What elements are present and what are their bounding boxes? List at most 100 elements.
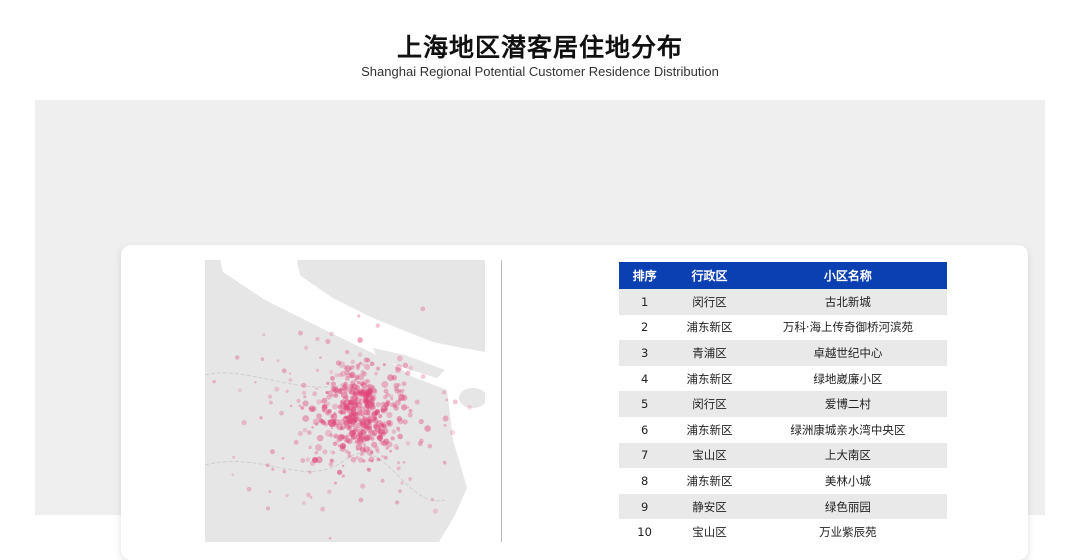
- customer-dot: [357, 314, 361, 318]
- customer-dot: [353, 388, 361, 396]
- customer-dot: [330, 426, 334, 430]
- customer-dot: [360, 424, 367, 431]
- customer-dot: [338, 419, 345, 426]
- customer-dot: [401, 381, 407, 387]
- customer-dot: [357, 457, 364, 463]
- customer-dot: [366, 389, 372, 396]
- customer-dot: [358, 420, 362, 425]
- customer-dot: [396, 461, 401, 465]
- customer-dot: [329, 331, 334, 337]
- customer-dot: [367, 459, 371, 462]
- customer-dot: [326, 394, 332, 400]
- table-row: 5 闵行区 爱博二村: [619, 391, 947, 417]
- customer-dot: [377, 429, 382, 434]
- customer-dot: [366, 427, 373, 433]
- cell-community: 上大南区: [748, 442, 947, 469]
- customer-dot: [329, 458, 334, 463]
- customer-dot: [382, 363, 386, 367]
- customer-dot: [381, 431, 386, 437]
- customer-dot: [362, 445, 370, 453]
- customer-dot: [305, 457, 311, 462]
- customer-dot: [354, 374, 360, 380]
- customer-dot: [365, 401, 369, 405]
- customer-dot: [408, 365, 414, 371]
- customer-dot: [362, 436, 367, 441]
- customer-dot: [359, 380, 365, 387]
- customer-dot: [360, 420, 368, 428]
- customer-dot: [371, 385, 375, 389]
- customer-dot: [282, 469, 287, 474]
- customer-dot: [356, 437, 364, 445]
- customer-dot: [380, 478, 385, 483]
- customer-dot: [370, 416, 376, 422]
- customer-dot: [370, 401, 376, 407]
- customer-dot: [276, 359, 280, 363]
- customer-dot: [366, 438, 370, 442]
- customer-dot: [338, 387, 343, 392]
- customer-dot: [380, 408, 386, 413]
- cell-district: 浦东新区: [686, 473, 733, 488]
- customer-dot: [364, 423, 370, 430]
- customer-dot: [369, 403, 375, 410]
- customer-dot: [353, 426, 359, 432]
- customer-dot: [387, 423, 392, 427]
- customer-dot: [360, 429, 367, 436]
- customer-dot: [406, 406, 410, 409]
- customer-dot: [325, 390, 329, 395]
- customer-dot: [343, 415, 348, 420]
- customer-dot: [375, 448, 380, 454]
- customer-dot: [401, 394, 408, 401]
- customer-dot: [369, 388, 374, 393]
- customer-dot: [353, 394, 358, 400]
- customer-dot: [320, 400, 324, 404]
- customer-dot: [366, 358, 371, 363]
- chongming-island: [297, 260, 467, 348]
- customer-dot: [381, 381, 389, 388]
- customer-dot: [371, 410, 378, 416]
- customer-dot: [267, 394, 273, 399]
- customer-dot: [362, 459, 366, 463]
- customer-dot: [337, 469, 343, 475]
- customer-dot: [349, 389, 356, 396]
- customer-dot: [312, 457, 318, 463]
- customer-dot: [351, 394, 358, 401]
- customer-dot: [344, 370, 350, 376]
- customer-dot: [231, 473, 235, 476]
- customer-dot: [312, 418, 320, 425]
- customer-dot: [381, 440, 388, 447]
- customer-dot: [378, 430, 383, 436]
- customer-dot: [336, 469, 343, 475]
- customer-dot: [357, 352, 363, 357]
- customer-dot: [397, 383, 401, 387]
- customer-dot: [398, 389, 402, 393]
- customer-dot: [390, 402, 395, 408]
- customer-dot: [350, 435, 356, 440]
- customer-dot: [367, 388, 374, 394]
- customer-dot: [343, 425, 347, 429]
- customer-dot: [364, 403, 370, 409]
- customer-dot: [383, 455, 388, 460]
- customer-dot: [371, 429, 378, 436]
- customer-dot: [362, 379, 369, 385]
- customer-dot: [362, 409, 369, 416]
- customer-dot: [367, 398, 374, 405]
- customer-dot: [337, 434, 344, 442]
- customer-dot: [347, 426, 353, 431]
- customer-dot: [370, 394, 377, 402]
- customer-dot: [343, 421, 349, 427]
- customer-dot: [371, 388, 378, 395]
- customer-dot: [376, 430, 380, 434]
- customer-dot: [369, 361, 375, 367]
- table-row: 1 闵行区 古北新城: [619, 289, 947, 315]
- customer-dot: [296, 398, 301, 404]
- customer-dot: [357, 418, 361, 422]
- customer-dots: [212, 306, 472, 540]
- customer-dot: [312, 391, 318, 397]
- customer-dot: [238, 388, 242, 393]
- customer-dot: [339, 399, 346, 406]
- customer-dot: [349, 418, 357, 426]
- customer-dot: [335, 360, 342, 366]
- customer-dot: [350, 429, 355, 434]
- customer-dot: [374, 445, 380, 451]
- customer-dot: [396, 466, 401, 471]
